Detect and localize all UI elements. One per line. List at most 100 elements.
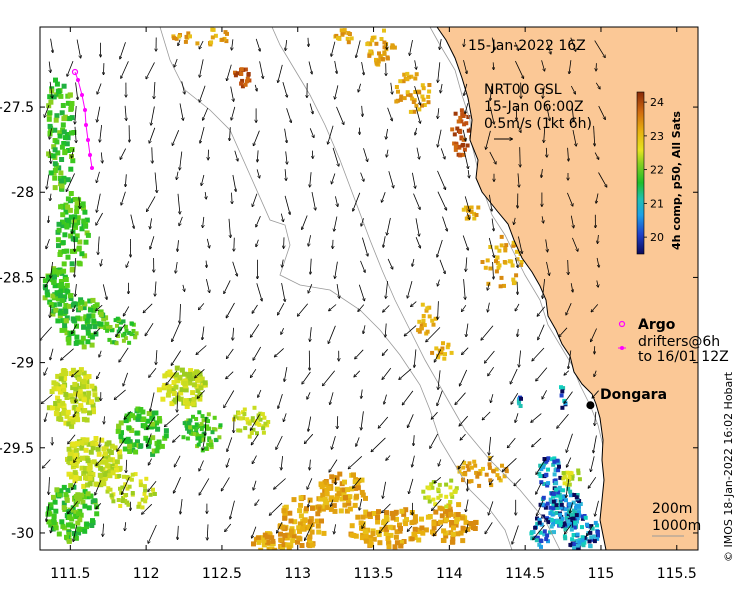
current-vector <box>414 85 421 105</box>
sst-pixel <box>538 530 543 535</box>
sst-pixel <box>386 540 392 546</box>
current-vector <box>73 411 77 416</box>
current-vector <box>125 105 126 120</box>
sst-pixel <box>533 525 538 530</box>
sst-pixel <box>494 259 498 264</box>
current-vector <box>100 124 102 142</box>
sst-pixel <box>57 389 63 395</box>
sst-pixel <box>64 413 70 419</box>
sst-pixel <box>307 537 312 543</box>
sst-pixel <box>64 395 70 400</box>
sst-pixel <box>535 516 539 521</box>
current-vector <box>232 192 233 204</box>
sst-pixel <box>577 477 582 482</box>
argo-track-point <box>84 123 88 127</box>
current-vector <box>79 196 80 209</box>
sst-pixel <box>437 482 442 487</box>
current-legend-line1: NRT00 GSL <box>484 82 562 98</box>
sst-pixel <box>551 503 556 508</box>
sst-pixel <box>63 318 69 324</box>
sst-pixel <box>60 219 65 225</box>
sst-pixel <box>208 443 213 448</box>
current-vector <box>257 150 258 161</box>
sst-pixel <box>239 71 244 76</box>
sst-pixel <box>85 330 91 336</box>
sst-pixel <box>73 501 79 507</box>
current-vector <box>356 437 360 446</box>
current-vector <box>232 261 238 276</box>
current-vector <box>284 413 287 421</box>
current-vector <box>466 499 469 512</box>
sst-pixel <box>450 535 456 541</box>
sst-pixel <box>105 489 110 494</box>
sst-pixel <box>169 401 175 407</box>
sst-pixel <box>243 426 248 431</box>
colorbar-tick-label: 24 <box>650 96 664 109</box>
sst-pixel <box>103 325 109 330</box>
current-vector <box>459 459 465 469</box>
current-vector <box>172 323 180 341</box>
sst-pixel <box>582 540 587 545</box>
sst-pixel <box>420 83 425 88</box>
sst-pixel <box>54 411 60 417</box>
sst-pixel <box>46 116 52 122</box>
current-vector <box>354 370 361 377</box>
sst-pixel <box>595 536 600 541</box>
sst-pixel <box>79 251 85 257</box>
sst-pixel <box>225 31 229 36</box>
current-vector <box>206 260 207 268</box>
sst-pixel <box>82 528 88 534</box>
sst-pixel <box>59 178 64 184</box>
current-vector <box>302 215 308 230</box>
sst-pixel <box>533 535 538 540</box>
current-vector <box>412 455 415 467</box>
sst-pixel <box>572 525 577 530</box>
sst-pixel <box>195 41 200 46</box>
sst-pixel <box>458 130 463 135</box>
y-tick-label: -29 <box>11 356 34 372</box>
sst-pixel <box>565 524 569 529</box>
sst-pixel <box>66 446 72 452</box>
sst-pixel <box>45 292 51 298</box>
sst-pixel <box>454 519 459 525</box>
sst-pixel <box>202 380 208 386</box>
argo-legend-line1: drifters@6h <box>638 334 720 350</box>
current-vector <box>146 62 155 78</box>
sst-pixel <box>319 518 324 524</box>
current-vector <box>172 130 180 145</box>
sst-pixel <box>108 487 113 492</box>
sst-pixel <box>590 537 595 542</box>
sst-pixel <box>262 415 267 420</box>
sst-pixel <box>469 205 474 210</box>
current-vector <box>415 60 417 69</box>
sst-pixel <box>474 213 479 217</box>
sst-pixel <box>546 539 550 544</box>
current-vector <box>508 437 516 447</box>
current-vector <box>414 349 417 367</box>
current-legend: NRT00 GSL 15-Jan 06:00Z 0.5m/s (1kt 6h) <box>484 82 592 139</box>
sst-pixel <box>185 436 190 441</box>
sst-pixel <box>576 506 581 511</box>
sst-pixel <box>60 223 66 229</box>
sst-pixel <box>94 511 100 517</box>
sst-pixel <box>322 496 328 502</box>
sst-pixel <box>399 94 404 99</box>
sst-pixel <box>296 535 302 541</box>
sst-pixel <box>177 34 182 39</box>
current-vector <box>45 279 50 286</box>
sst-pixel <box>69 423 75 429</box>
x-tick-label: 112.5 <box>202 566 242 582</box>
sst-pixel <box>81 378 87 384</box>
sst-pixel <box>556 468 561 473</box>
sst-pixel <box>65 196 71 202</box>
sst-pixel <box>99 437 105 443</box>
current-vector <box>440 83 443 93</box>
sst-pixel <box>116 425 122 431</box>
sst-pixel <box>89 334 95 340</box>
sst-pixel <box>564 512 569 517</box>
argo-legend-line2: to 16/01 12Z <box>638 349 729 365</box>
sst-pixel <box>472 459 477 464</box>
current-vector <box>466 213 469 219</box>
sst-pixel <box>157 418 163 424</box>
sst-pixel <box>200 414 205 419</box>
